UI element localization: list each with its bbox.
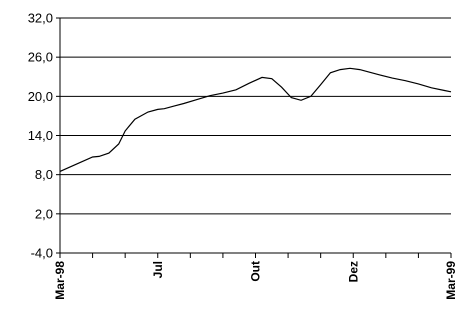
- data-series-line: [59, 67, 452, 172]
- y-tick-label: 2,0: [35, 206, 53, 221]
- x-tick-label: Dez: [346, 261, 360, 282]
- y-tick-label: -4,0: [31, 246, 53, 261]
- y-tick-label: 14,0: [28, 128, 53, 143]
- x-tick-label: Out: [249, 261, 263, 282]
- y-tick-label: 32,0: [28, 11, 53, 26]
- y-tick-label: 26,0: [28, 50, 53, 65]
- gridlines: [60, 17, 451, 215]
- y-tick-label: 8,0: [35, 167, 53, 182]
- x-tick-label: Mar-99: [444, 261, 455, 300]
- y-axis-ticks: 32,0 26,0 20,0 14,0 8,0 2,0 -4,0: [28, 11, 60, 261]
- x-tick-label: Mar-98: [53, 261, 67, 300]
- y-tick-label: 20,0: [28, 89, 53, 104]
- x-axis-ticks: Mar-98 Jul Out Dez Mar-99: [53, 253, 455, 300]
- x-tick-label: Jul: [151, 261, 165, 278]
